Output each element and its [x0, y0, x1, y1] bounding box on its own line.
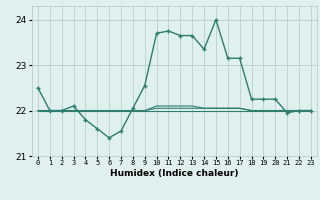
- X-axis label: Humidex (Indice chaleur): Humidex (Indice chaleur): [110, 169, 239, 178]
